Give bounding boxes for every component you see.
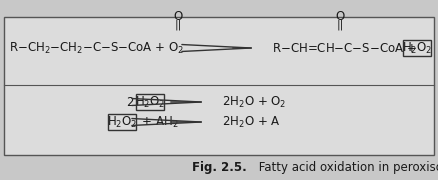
Bar xyxy=(136,94,164,110)
Text: + AH$_2$: + AH$_2$ xyxy=(138,114,179,130)
Text: H$_2$O$_2$: H$_2$O$_2$ xyxy=(402,40,432,56)
Text: O: O xyxy=(173,10,183,23)
Text: ||: || xyxy=(174,19,182,30)
Text: R$-$CH=CH$-$C$-$S$-$CoA +: R$-$CH=CH$-$C$-$S$-$CoA + xyxy=(272,42,417,55)
Text: H$_2$O$_2$: H$_2$O$_2$ xyxy=(135,94,165,110)
Text: H$_2$O$_2$: H$_2$O$_2$ xyxy=(107,114,137,130)
Text: Fig. 2.5.: Fig. 2.5. xyxy=(192,161,246,174)
Bar xyxy=(4,17,434,155)
Text: 2: 2 xyxy=(127,96,134,109)
Text: Fatty acid oxidation in peroxisomes: Fatty acid oxidation in peroxisomes xyxy=(255,161,438,174)
Bar xyxy=(108,114,136,130)
Text: O: O xyxy=(336,10,345,23)
Text: ||: || xyxy=(336,19,344,30)
Text: 2H$_2$O + O$_2$: 2H$_2$O + O$_2$ xyxy=(222,94,286,110)
Bar xyxy=(403,40,431,56)
Text: R$-$CH$_2$$-$CH$_2$$-$C$-$S$-$CoA + O$_2$: R$-$CH$_2$$-$CH$_2$$-$C$-$S$-$CoA + O$_2… xyxy=(9,40,184,56)
Text: 2H$_2$O + A: 2H$_2$O + A xyxy=(222,114,280,130)
